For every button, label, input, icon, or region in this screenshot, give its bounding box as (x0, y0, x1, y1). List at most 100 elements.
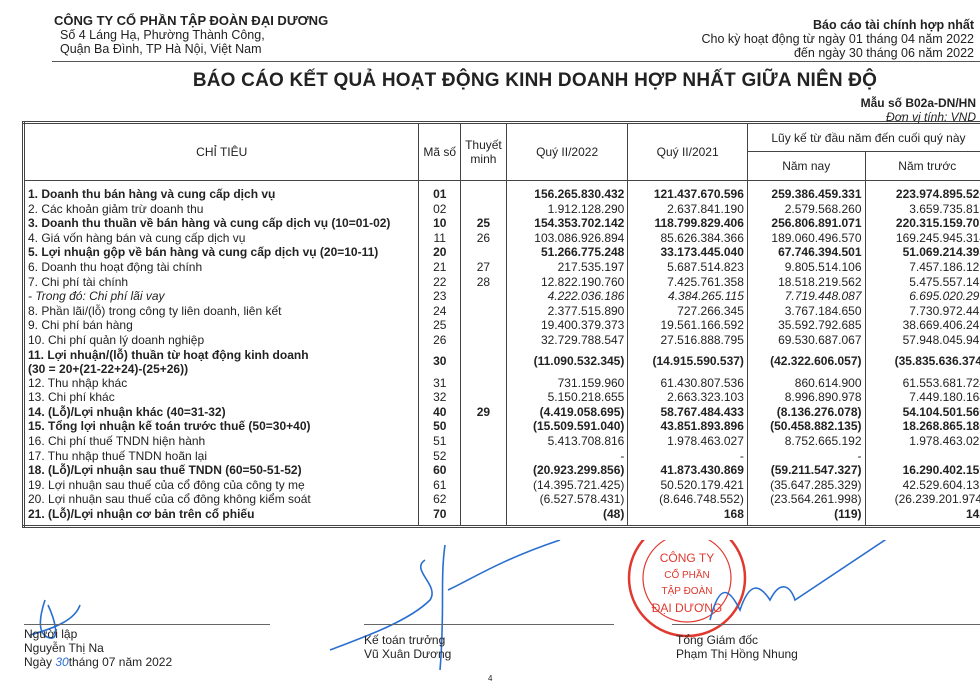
header-code: Mã số (418, 122, 462, 181)
row-code: 21 (418, 259, 461, 275)
row-note: 28 (460, 274, 507, 290)
value-q2022: 103.086.926.894 (505, 230, 628, 246)
page-number: 4 (488, 674, 493, 683)
value-q2022: 4.222.036.186 (505, 289, 628, 304)
row-label: 17. Thu nhập thuế TNDN hoãn lại (28, 448, 208, 463)
value-last-year: 7.449.180.164 (864, 390, 980, 405)
table-row: 18. (Lỗ)/Lợi nhuận sau thuế TNDN (60=50-… (24, 463, 980, 478)
value-this-year: (23.564.261.998) (746, 492, 865, 507)
row-label: 11. Lợi nhuận/(lỗ) thuần từ hoạt động ki… (24, 348, 419, 376)
value-last-year: (26.239.201.974) (864, 492, 980, 507)
company-stamp: CÔNG TY CỔ PHẦN TẬP ĐOÀN ĐẠI DƯƠNG (627, 540, 747, 638)
value-q2022: 1.912.128.290 (505, 201, 628, 217)
row-code: 10 (418, 216, 461, 231)
value-q2022: (15.509.591.040) (505, 419, 628, 434)
row-code: 70 (418, 506, 461, 527)
row-label: 3. Doanh thu thuần về bán hàng và cung c… (28, 216, 391, 231)
value-q2021: 58.767.484.433 (627, 404, 748, 420)
value-q2021: 2.637.841.190 (627, 201, 748, 217)
header-q2021: Quý II/2021 (627, 122, 748, 181)
value-last-year: 223.974.895.526 (864, 180, 980, 202)
row-code: 11 (418, 230, 461, 246)
table-row: 16. Chi phí thuế TNDN hiện hành 51 5.413.7… (24, 433, 980, 449)
date-rest: tháng 07 năm 2022 (68, 655, 173, 669)
row-note (460, 419, 507, 434)
header-this-year: Năm nay (746, 151, 866, 181)
value-q2021: 19.561.166.592 (627, 318, 748, 333)
report-header: Báo cáo tài chính hợp nhất Cho kỳ hoạt đ… (702, 18, 974, 60)
row-note (460, 506, 507, 527)
row-label: 4. Giá vốn hàng bán và cung cấp dịch vụ (28, 230, 246, 245)
row-label: 6. Doanh thu hoạt động tài chính (28, 259, 203, 274)
value-last-year: 18.268.865.186 (864, 419, 980, 434)
value-q2022: 5.413.708.816 (505, 433, 628, 449)
stamp-line: TẬP ĐOÀN (662, 584, 713, 597)
row-label: 14. (Lỗ)/Lợi nhuận khác (40=31-32) (28, 404, 226, 419)
preparer-name: Nguyễn Thị Na (24, 641, 104, 655)
page-title: BÁO CÁO KẾT QUẢ HOẠT ĐỘNG KINH DOANH HỢP… (192, 70, 878, 91)
value-last-year: 7.730.972.443 (864, 303, 980, 319)
row-label: 18. (Lỗ)/Lợi nhuận sau thuế TNDN (60=50-… (28, 463, 302, 478)
table-row: 11. Lợi nhuận/(lỗ) thuần từ hoạt động ki… (24, 347, 980, 376)
row-code: 40 (418, 404, 461, 420)
row-note (460, 201, 507, 217)
header-last-year: Năm trước (864, 151, 980, 181)
accountant-role: Kế toán trưởng (364, 633, 446, 647)
value-q2021: 43.851.893.896 (627, 419, 748, 434)
header-ytd: Lũy kế từ đầu năm đến cuối quý này (746, 122, 980, 152)
row-note (460, 180, 507, 202)
value-q2021: 1.978.463.027 (627, 433, 748, 449)
row-code: 20 (418, 245, 461, 260)
value-last-year: 6.695.020.297 (864, 289, 980, 304)
row-label: 9. Chi phí bán hàng (28, 318, 133, 333)
table-row: - Trong đó: Chi phí lãi vay 23 4.222.036.1… (24, 289, 980, 304)
value-this-year: (42.322.606.057) (746, 347, 865, 376)
value-q2022: (4.419.058.695) (505, 404, 628, 420)
header-item: CHỈ TIÊU (22, 122, 420, 181)
header-note: Thuyết minh (460, 122, 507, 181)
row-code: 51 (418, 433, 461, 449)
row-note: 27 (460, 259, 507, 275)
value-last-year: 57.948.045.943 (864, 332, 980, 348)
table-row: 1. Doanh thu bán hàng và cung cấp dịch v… (24, 180, 980, 202)
value-this-year: (119) (746, 506, 865, 527)
company-name: CÔNG TY CỔ PHẦN TẬP ĐOÀN ĐẠI DƯƠNG (54, 13, 329, 28)
form-number: Mẫu số B02a-DN/HN (860, 96, 976, 110)
table-row: 3. Doanh thu thuần về bán hàng và cung c… (24, 216, 980, 231)
row-code: 61 (418, 477, 461, 493)
row-code: 01 (418, 180, 461, 202)
value-this-year: 67.746.394.501 (746, 245, 865, 260)
preparer-block: Người lập Nguyễn Thị Na Ngày 30tháng 07 … (24, 624, 270, 669)
table-body: 1. Doanh thu bán hàng và cung cấp dịch v… (24, 180, 980, 527)
handwritten-signatures (29, 540, 887, 671)
row-code: 26 (418, 332, 461, 348)
row-code: 62 (418, 492, 461, 507)
value-q2021: 727.266.345 (627, 303, 748, 319)
signature-area-graphics: CÔNG TY CỔ PHẦN TẬP ĐOÀN ĐẠI DƯƠNG (29, 540, 887, 671)
value-q2022: 32.729.788.547 (505, 332, 628, 348)
table-row: 5. Lợi nhuận gộp về bán hàng và cung cấp… (24, 245, 980, 260)
table-row: 13. Chi phí khác 32 5.150.218.655 2.663.323… (24, 390, 980, 405)
accountant-block: Kế toán trưởng Vũ Xuân Dương (364, 624, 614, 661)
company-header: CÔNG TY CỔ PHẦN TẬP ĐOÀN ĐẠI DƯƠNG Số 4 … (54, 13, 329, 57)
stamp-outer-ring (627, 540, 747, 638)
stamp-line: CỔ PHẦN (664, 568, 710, 581)
value-q2021: 118.799.829.406 (627, 216, 748, 231)
stamp-line: ĐẠI DƯƠNG (652, 601, 723, 615)
value-this-year: 3.767.184.650 (746, 303, 865, 319)
period-line-1: Cho kỳ hoạt động từ ngày 01 tháng 04 năm… (701, 32, 974, 46)
row-code: 22 (418, 274, 461, 290)
value-q2021: 5.687.514.823 (627, 259, 748, 275)
value-last-year: (35.835.636.374) (864, 347, 980, 376)
value-this-year: (35.647.285.329) (746, 477, 865, 493)
table-row: 20. Lợi nhuận sau thuế của cổ đông không… (24, 492, 980, 507)
value-q2022: - (505, 448, 628, 464)
row-code: 50 (418, 419, 461, 434)
value-this-year: - (746, 448, 865, 464)
row-note (460, 375, 507, 391)
report-type: Báo cáo tài chính hợp nhất (813, 18, 974, 32)
value-q2021: 27.516.888.795 (627, 332, 748, 348)
row-label: 13. Chi phí khác (28, 390, 115, 405)
value-this-year: 259.386.459.331 (746, 180, 865, 202)
